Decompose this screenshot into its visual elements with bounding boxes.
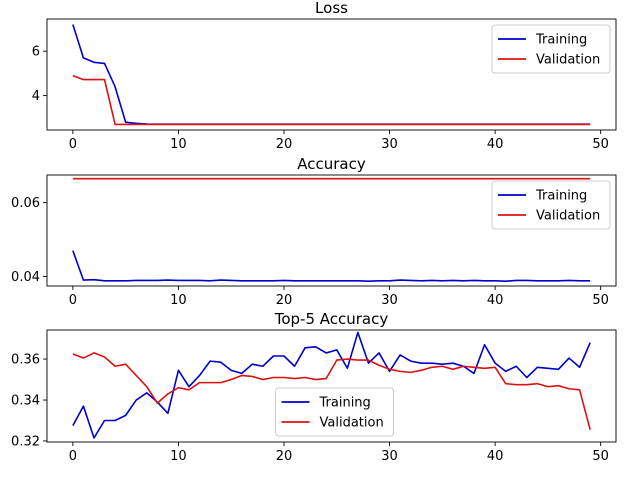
series-line-training <box>72 331 591 439</box>
x-tick-label: 50 <box>592 293 609 308</box>
chart-title: Loss <box>315 0 348 17</box>
legend: Training Validation <box>275 387 394 437</box>
legend-label: Validation <box>536 209 600 224</box>
chart-1: Accuracy 0 10 20 30 40 50 0.04 0.06 Training Valid… <box>11 155 617 308</box>
legend-box <box>275 387 394 437</box>
plot-frame <box>46 18 617 131</box>
x-tick-label: 50 <box>592 137 609 152</box>
chart-title: Accuracy <box>297 155 366 173</box>
x-tick-label: 50 <box>592 449 609 464</box>
legend-box <box>491 180 611 230</box>
y-tick-label: 0.04 <box>11 270 40 285</box>
x-tick-label: 30 <box>381 449 398 464</box>
legend: Training Validation <box>491 180 611 230</box>
x-tick-label: 20 <box>276 137 293 152</box>
y-tick-label: 4 <box>32 89 40 104</box>
plot-frame <box>46 174 617 287</box>
y-tick-label: 0.06 <box>11 196 40 211</box>
plot-frame <box>46 329 617 443</box>
x-tick-label: 40 <box>487 137 504 152</box>
chart-2: Top-5 Accuracy 0 10 20 30 40 50 0.32 0.34 0.36 Tra… <box>11 310 617 464</box>
legend-box <box>491 24 611 74</box>
x-tick-label: 30 <box>381 293 398 308</box>
legend-label: Training <box>319 396 371 411</box>
y-tick-label: 6 <box>32 45 40 60</box>
x-tick-label: 10 <box>170 293 187 308</box>
x-tick-label: 20 <box>276 449 293 464</box>
y-tick-label: 0.34 <box>11 394 40 409</box>
legend-label: Training <box>535 189 587 204</box>
legend: Training Validation <box>491 24 611 74</box>
x-tick-label: 40 <box>487 293 504 308</box>
x-tick-label: 0 <box>69 293 77 308</box>
legend-label: Training <box>535 33 587 48</box>
legend-label: Validation <box>536 53 600 68</box>
y-tick-label: 0.32 <box>11 434 40 449</box>
y-tick-label: 0.36 <box>11 353 40 368</box>
x-tick-label: 0 <box>69 137 77 152</box>
x-tick-label: 10 <box>170 137 187 152</box>
x-tick-label: 0 <box>69 449 77 464</box>
series-line-validation <box>72 74 591 126</box>
legend-label: Validation <box>320 416 384 431</box>
series-line-training <box>72 250 591 283</box>
x-tick-label: 20 <box>276 293 293 308</box>
x-tick-label: 40 <box>487 449 504 464</box>
chart-title: Top-5 Accuracy <box>274 310 389 328</box>
x-tick-label: 30 <box>381 137 398 152</box>
series-line-validation <box>72 352 591 430</box>
chart-0: Loss 0 10 20 30 40 50 4 6 Training Validation <box>32 0 617 152</box>
x-tick-label: 10 <box>170 449 187 464</box>
